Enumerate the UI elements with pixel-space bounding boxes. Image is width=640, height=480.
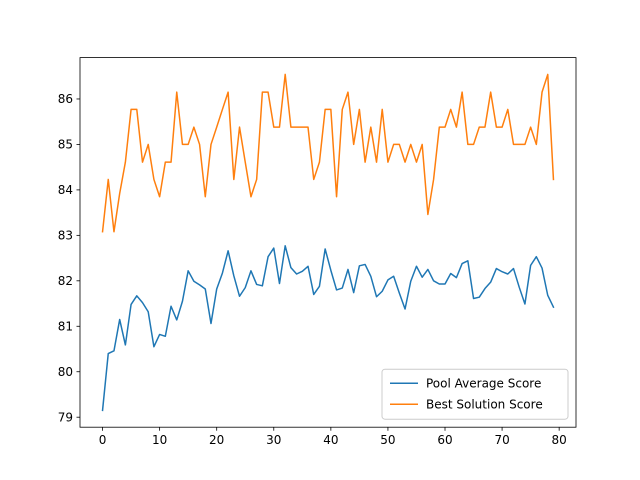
x-tick-label: 40 — [323, 433, 338, 447]
axis-ticks: 0 10 20 30 40 50 60 70 80 79 80 81 82 83 84 85 86 — [58, 92, 567, 447]
y-tick-label: 85 — [58, 138, 73, 152]
y-tick-label: 83 — [58, 229, 73, 243]
y-tick-label: 82 — [58, 274, 73, 288]
x-tick-label: 20 — [209, 433, 224, 447]
x-tick-label: 70 — [494, 433, 509, 447]
x-tick-label: 60 — [437, 433, 452, 447]
x-tick-label: 50 — [380, 433, 395, 447]
x-tick-label: 10 — [152, 433, 167, 447]
y-tick-label: 84 — [58, 183, 73, 197]
y-tick-label: 80 — [58, 365, 73, 379]
legend-label-2: Best Solution Score — [426, 398, 543, 412]
series-line-1 — [101, 245, 555, 412]
legend-box — [381, 368, 569, 420]
x-tick-label: 30 — [266, 433, 281, 447]
y-tick-label: 79 — [58, 410, 73, 424]
series-line-2 — [101, 73, 555, 233]
x-tick-label: 0 — [99, 433, 107, 447]
legend-label-1: Pool Average Score — [426, 377, 541, 391]
legend: Pool Average Score Best Solution Score — [381, 368, 569, 420]
x-tick-label: 80 — [552, 433, 567, 447]
y-tick-label: 86 — [58, 92, 73, 106]
y-tick-label: 81 — [58, 319, 73, 333]
plot-area — [101, 73, 555, 412]
axes-frame — [79, 57, 577, 428]
